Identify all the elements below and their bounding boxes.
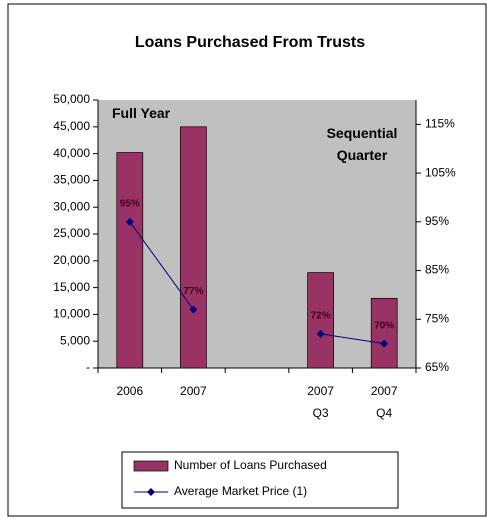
plot-area xyxy=(98,100,416,368)
annotation: Full Year xyxy=(112,105,171,121)
data-label: 95% xyxy=(120,198,140,209)
marker xyxy=(380,339,389,348)
marker xyxy=(189,305,198,314)
bar xyxy=(116,152,144,369)
x-tick-label: 2007 Q4 xyxy=(370,384,398,420)
y2-tick-label: 95% xyxy=(425,214,449,228)
marker xyxy=(125,217,134,226)
y-tick-label: 50,000 xyxy=(53,92,90,106)
y-tick-label: 5,000 xyxy=(60,333,90,347)
y-tick-label: 15,000 xyxy=(53,280,90,294)
y2-tick-label: 105% xyxy=(425,165,456,179)
legend-swatch xyxy=(133,460,169,472)
legend-marker xyxy=(147,488,155,496)
y-tick-label: 45,000 xyxy=(53,119,90,133)
line xyxy=(129,221,385,345)
y-tick-label: 10,000 xyxy=(53,307,90,321)
x-tick-label: 2007 Q3 xyxy=(307,384,334,420)
marker xyxy=(316,329,325,338)
y-tick-label: 35,000 xyxy=(53,173,90,187)
bar xyxy=(370,297,398,369)
legend-box xyxy=(121,451,399,509)
y-tick-label: 25,000 xyxy=(53,226,90,240)
bar xyxy=(180,126,207,369)
y2-tick-label: 65% xyxy=(425,360,449,374)
y-tick-label: - xyxy=(86,360,90,374)
x-tick-label: 2007 xyxy=(180,384,207,398)
data-label: 77% xyxy=(183,286,203,297)
y-tick-label: 30,000 xyxy=(53,199,90,213)
legend-label: Number of Loans Purchased xyxy=(174,458,327,472)
legend-label: Average Market Price (1) xyxy=(174,484,307,498)
y2-tick-label: 75% xyxy=(425,311,449,325)
y2-tick-label: 85% xyxy=(425,263,449,277)
y-tick-label: 20,000 xyxy=(53,253,90,267)
chart-title: Loans Purchased From Trusts xyxy=(135,34,365,51)
annotation: Sequential Quarter xyxy=(326,125,398,163)
data-label: 70% xyxy=(374,320,394,331)
data-label: 72% xyxy=(311,311,331,322)
bar xyxy=(307,272,334,369)
y-tick-label: 40,000 xyxy=(53,146,90,160)
x-tick-label: 2006 xyxy=(116,384,144,398)
y2-tick-label: 115% xyxy=(425,117,455,131)
